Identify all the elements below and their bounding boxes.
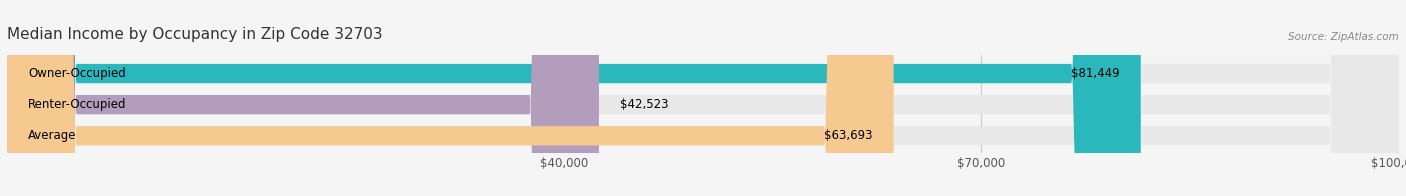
FancyBboxPatch shape	[7, 0, 1399, 196]
FancyBboxPatch shape	[7, 0, 599, 196]
Text: Average: Average	[28, 129, 76, 142]
Text: $81,449: $81,449	[1071, 67, 1119, 80]
Text: Renter-Occupied: Renter-Occupied	[28, 98, 127, 111]
FancyBboxPatch shape	[7, 0, 1140, 196]
Text: $42,523: $42,523	[620, 98, 668, 111]
Text: Median Income by Occupancy in Zip Code 32703: Median Income by Occupancy in Zip Code 3…	[7, 27, 382, 42]
FancyBboxPatch shape	[7, 0, 1399, 196]
Text: Source: ZipAtlas.com: Source: ZipAtlas.com	[1288, 32, 1399, 42]
FancyBboxPatch shape	[7, 0, 1399, 196]
Text: Owner-Occupied: Owner-Occupied	[28, 67, 125, 80]
Text: $63,693: $63,693	[824, 129, 873, 142]
FancyBboxPatch shape	[7, 0, 894, 196]
